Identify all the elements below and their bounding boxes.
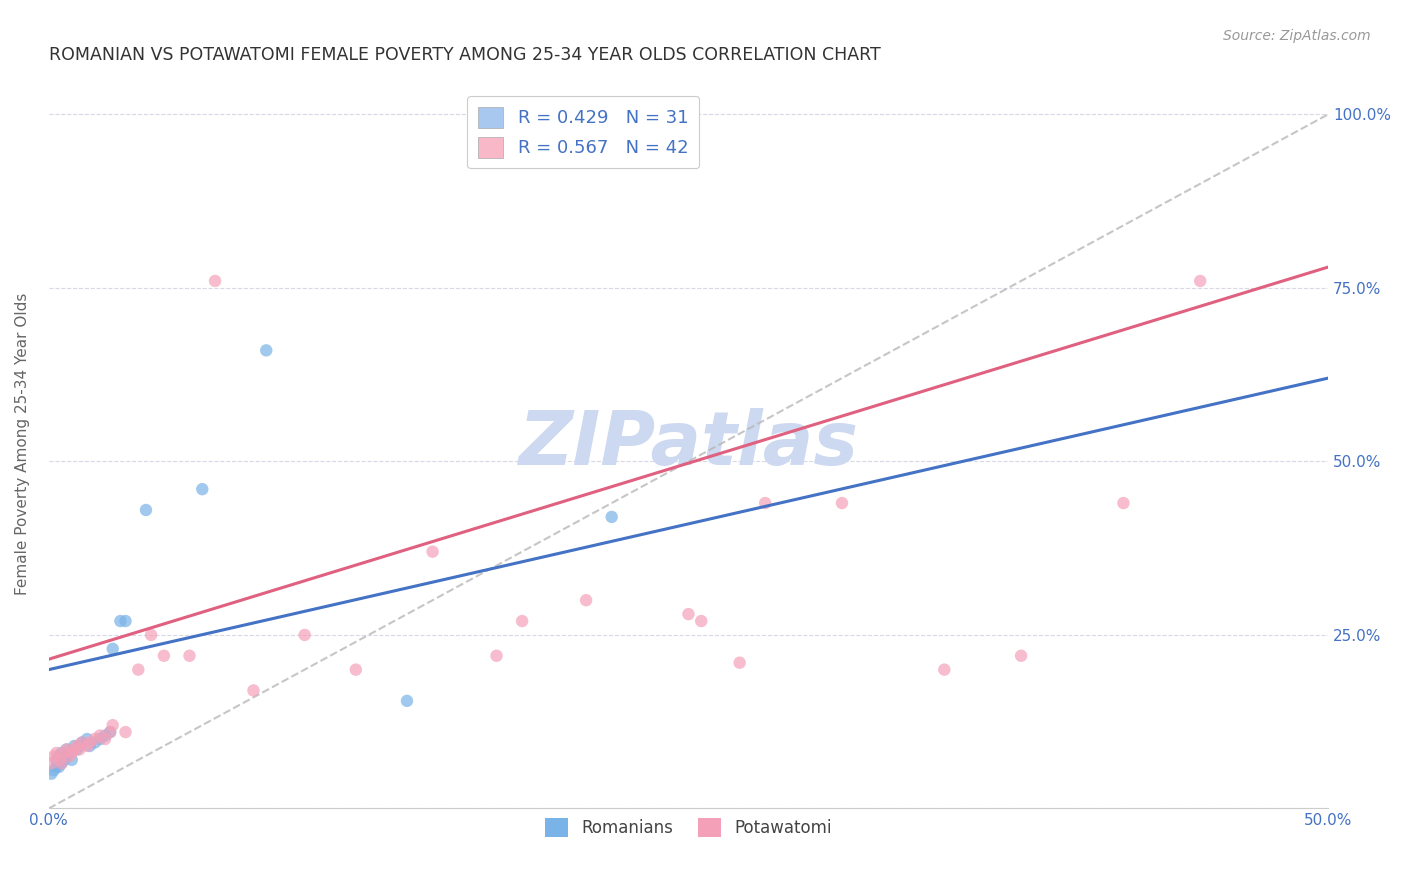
Point xyxy=(79,739,101,753)
Point xyxy=(60,746,83,760)
Point xyxy=(127,663,149,677)
Point xyxy=(89,732,111,747)
Point xyxy=(678,607,700,621)
Point xyxy=(242,683,264,698)
Point xyxy=(191,482,214,496)
Point xyxy=(69,739,91,753)
Point xyxy=(204,274,226,288)
Point xyxy=(135,503,157,517)
Point xyxy=(53,746,76,760)
Point xyxy=(58,746,80,760)
Point xyxy=(70,735,93,749)
Point xyxy=(76,739,98,753)
Point xyxy=(114,614,136,628)
Point xyxy=(79,735,101,749)
Point xyxy=(101,641,124,656)
Point xyxy=(98,725,121,739)
Point xyxy=(1112,496,1135,510)
Point xyxy=(153,648,176,663)
Point xyxy=(94,729,117,743)
Point xyxy=(66,742,89,756)
Point xyxy=(51,756,73,771)
Point xyxy=(83,732,105,747)
Point xyxy=(754,496,776,510)
Point xyxy=(48,753,70,767)
Point xyxy=(51,756,73,771)
Point xyxy=(510,614,533,628)
Point xyxy=(98,725,121,739)
Point xyxy=(94,732,117,747)
Point xyxy=(70,735,93,749)
Point xyxy=(45,760,67,774)
Point xyxy=(55,742,77,756)
Point xyxy=(1189,274,1212,288)
Text: ZIPatlas: ZIPatlas xyxy=(519,408,859,481)
Point xyxy=(114,725,136,739)
Point xyxy=(344,663,367,677)
Point xyxy=(690,614,713,628)
Point xyxy=(51,746,73,760)
Point xyxy=(728,656,751,670)
Point xyxy=(63,742,86,756)
Point xyxy=(575,593,598,607)
Point xyxy=(45,746,67,760)
Point xyxy=(422,544,444,558)
Text: Source: ZipAtlas.com: Source: ZipAtlas.com xyxy=(1223,29,1371,43)
Point xyxy=(179,648,201,663)
Point xyxy=(76,732,98,747)
Point xyxy=(45,753,67,767)
Point xyxy=(934,663,956,677)
Point xyxy=(66,739,89,753)
Y-axis label: Female Poverty Among 25-34 Year Olds: Female Poverty Among 25-34 Year Olds xyxy=(15,293,30,595)
Point xyxy=(110,614,132,628)
Point xyxy=(831,496,853,510)
Text: ROMANIAN VS POTAWATOMI FEMALE POVERTY AMONG 25-34 YEAR OLDS CORRELATION CHART: ROMANIAN VS POTAWATOMI FEMALE POVERTY AM… xyxy=(49,46,880,64)
Legend: Romanians, Potawatomi: Romanians, Potawatomi xyxy=(538,811,839,844)
Point xyxy=(55,749,77,764)
Point xyxy=(48,749,70,764)
Point xyxy=(55,742,77,756)
Point xyxy=(101,718,124,732)
Point xyxy=(42,749,65,764)
Point xyxy=(600,510,623,524)
Point xyxy=(1010,648,1032,663)
Point xyxy=(294,628,316,642)
Point xyxy=(83,735,105,749)
Point xyxy=(89,729,111,743)
Point xyxy=(60,753,83,767)
Point xyxy=(42,764,65,778)
Point xyxy=(63,739,86,753)
Point xyxy=(485,648,508,663)
Point xyxy=(53,753,76,767)
Point xyxy=(69,742,91,756)
Point xyxy=(58,749,80,764)
Point xyxy=(39,756,62,771)
Point xyxy=(395,694,418,708)
Point xyxy=(254,343,277,358)
Point xyxy=(48,760,70,774)
Point xyxy=(139,628,162,642)
Point xyxy=(39,766,62,780)
